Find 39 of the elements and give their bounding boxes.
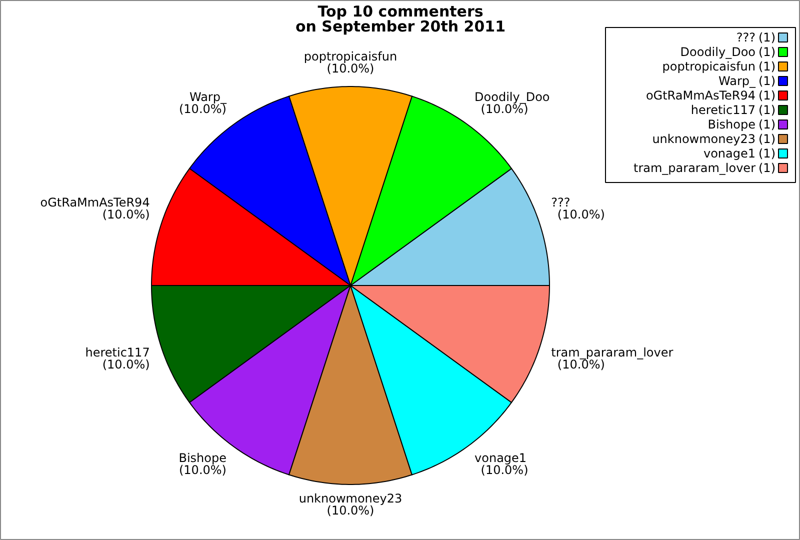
legend-label: poptropicaisfun — [662, 60, 756, 74]
slice-label: vonage1 — [474, 451, 527, 466]
data-label: (10.0%) — [326, 62, 374, 76]
slice-label: Warp_ — [189, 90, 228, 104]
legend-label: heretic117 — [690, 103, 756, 117]
text: (1) — [758, 161, 776, 175]
data-label: (10.0%) — [178, 463, 226, 478]
data-label: (10.0%) — [326, 504, 374, 518]
slice-label: tram_pararam_lover — [551, 346, 674, 360]
text: (1) — [758, 132, 776, 146]
slice-label: Doodily_Doo — [474, 90, 550, 104]
slice-label: Bishope — [178, 451, 226, 466]
legend-label: Doodily_Doo — [680, 45, 756, 59]
text: (1) — [758, 45, 776, 59]
text: (1) — [758, 146, 776, 160]
legend-label: vonage1 — [703, 146, 756, 160]
slice-label: heretic117 — [85, 346, 150, 360]
slice-label: unknowmoney23 — [298, 492, 402, 506]
slice-label: ??? — [551, 195, 570, 210]
slice-label: poptropicaisfun — [304, 50, 398, 64]
data-label: (10.0%) — [102, 207, 150, 222]
slice-label: oGtRaMmAsTeR94 — [40, 195, 150, 210]
legend-label: ??? — [736, 30, 756, 44]
legend-label: Bishope — [708, 118, 756, 132]
legend-label: oGtRaMmAsTeR94 — [646, 88, 756, 102]
text: (1) — [758, 103, 776, 117]
legend-label: Warp_ — [718, 74, 756, 88]
data-label: (10.0%) — [480, 463, 528, 478]
text: (1) — [758, 74, 776, 88]
data-label: (10.0%) — [557, 207, 605, 222]
data-label: (10.0%) — [102, 358, 150, 372]
legend-label: unknowmoney23 — [652, 132, 756, 146]
data-label: (10.0%) — [557, 358, 605, 372]
text: (1) — [758, 88, 776, 102]
chart-title: Top 10 commenters on September 20th 2011 — [295, 2, 506, 36]
text: (1) — [758, 30, 776, 44]
text: (1) — [758, 60, 776, 74]
legend-label: tram_pararam_lover — [633, 161, 756, 175]
text: (1) — [758, 118, 776, 132]
